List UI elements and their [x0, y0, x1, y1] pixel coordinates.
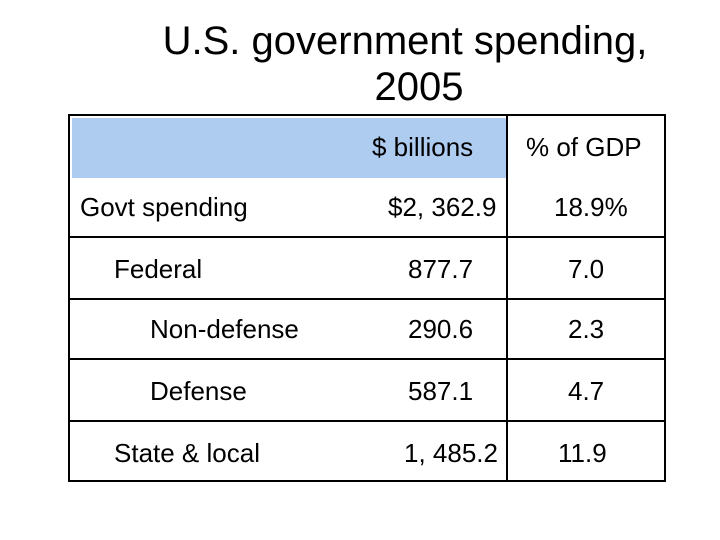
row-pct-federal: 7.0 [568, 254, 605, 284]
row-divider-2 [70, 298, 664, 300]
row-divider-3 [70, 358, 664, 360]
row-billions-state-local: 1, 485.2 [404, 438, 498, 468]
header-divider [506, 116, 508, 178]
row-label-govt-spending: Govt spending [80, 192, 248, 222]
row-label-state-local: State & local [114, 438, 260, 468]
row-pct-defense: 4.7 [568, 376, 605, 406]
header-billions: $ billions [372, 132, 474, 162]
row-billions-govt-spending: $2, 362.9 [388, 192, 497, 222]
title-line-2: 2005 [374, 65, 464, 109]
spending-table: $ billions % of GDP Govt spending $2, 36… [68, 114, 666, 482]
title-line-1: U.S. government spending, [162, 19, 648, 63]
row-label-defense: Defense [150, 376, 247, 406]
row-label-non-defense: Non-defense [150, 314, 299, 344]
header-pct-gdp: % of GDP [526, 132, 642, 162]
row-pct-state-local: 11.9 [558, 438, 607, 468]
row-billions-federal: 877.7 [408, 254, 474, 284]
header-shade [72, 118, 508, 178]
row-billions-non-defense: 290.6 [408, 314, 474, 344]
column-divider [506, 178, 508, 480]
row-label-federal: Federal [114, 254, 203, 284]
row-pct-non-defense: 2.3 [568, 314, 605, 344]
row-pct-govt-spending: 18.9% [554, 192, 628, 222]
row-divider-4 [70, 420, 664, 422]
row-billions-defense: 587.1 [408, 376, 474, 406]
row-divider-1 [70, 236, 664, 238]
slide-title: U.S. government spending, 2005 [90, 18, 720, 110]
